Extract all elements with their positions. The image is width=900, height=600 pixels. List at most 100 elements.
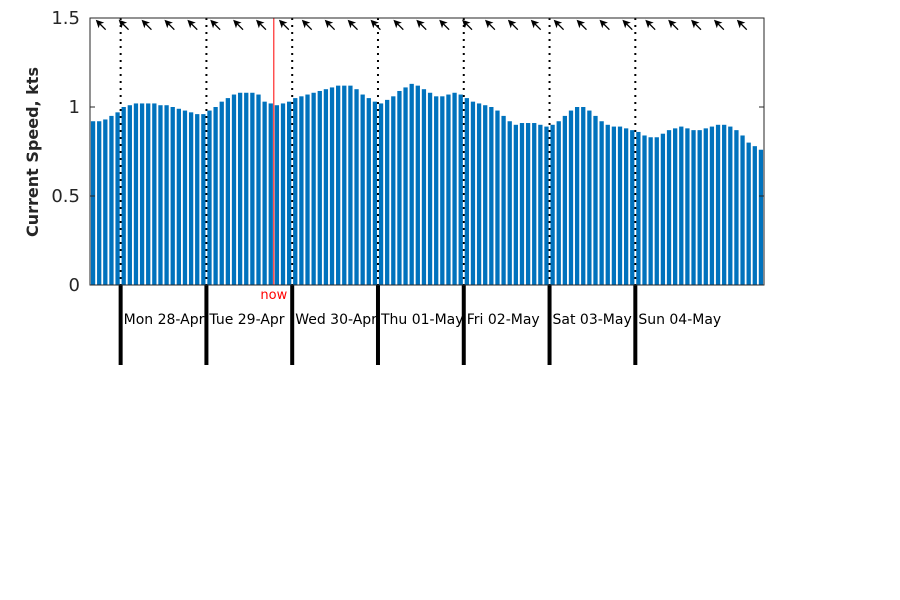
bar (317, 90, 322, 285)
direction-arrow-icon (599, 19, 610, 31)
direction-arrow-icon (439, 19, 450, 31)
direction-arrow-icon (370, 19, 381, 31)
bar (562, 115, 568, 286)
bar (280, 103, 286, 285)
direction-arrow-icon (141, 19, 152, 31)
bar (532, 123, 537, 286)
bar (440, 96, 445, 285)
direction-arrow-icon (668, 19, 679, 31)
bar (158, 105, 163, 285)
bar (170, 107, 175, 285)
day-label: Thu 01-May (380, 312, 464, 328)
bar (648, 137, 653, 285)
direction-arrow-icon (278, 19, 290, 31)
bar (237, 92, 243, 285)
bar (679, 126, 684, 285)
bar (103, 119, 108, 286)
bar (691, 130, 696, 285)
bar (329, 87, 335, 285)
bar (366, 98, 371, 285)
direction-arrow-icon (324, 19, 336, 31)
bar (360, 94, 365, 285)
bar (207, 110, 212, 285)
bar (654, 137, 659, 285)
bar (336, 85, 341, 285)
direction-arrow-icon (301, 19, 313, 31)
y-tick-label: 0.5 (51, 186, 80, 207)
bar (274, 105, 280, 285)
direction-arrow-icon (622, 19, 633, 31)
direction-arrow-icon (118, 19, 130, 31)
bar (715, 124, 721, 285)
bar (740, 135, 745, 285)
bar (115, 112, 120, 285)
bar (697, 130, 702, 285)
bar (188, 112, 194, 285)
bar (403, 87, 408, 285)
bar (348, 85, 353, 285)
bar (568, 110, 574, 285)
bar (372, 101, 378, 285)
bar (666, 130, 672, 285)
bar (385, 99, 390, 285)
bar (201, 114, 206, 286)
direction-arrow-icon (256, 19, 267, 31)
bar (728, 126, 733, 285)
bar (176, 108, 181, 285)
bar (660, 133, 666, 285)
bar (268, 103, 273, 285)
bar (630, 130, 635, 285)
direction-arrow-icon (553, 19, 565, 31)
bar (391, 96, 396, 285)
bar (599, 121, 604, 286)
bar (476, 103, 482, 285)
bar (250, 92, 255, 285)
direction-arrow-icon (462, 19, 473, 31)
y-axis-label: Current Speed, kts (23, 67, 42, 237)
bar (593, 115, 598, 286)
bar (225, 98, 231, 285)
direction-arrow-icon (530, 19, 542, 31)
now-label: now (260, 288, 287, 303)
bar (544, 126, 549, 285)
bar (446, 94, 451, 285)
bar (489, 107, 494, 285)
bar (415, 85, 420, 285)
bar (685, 128, 690, 285)
bars-layer (90, 83, 764, 286)
bar (195, 114, 200, 286)
bar (525, 123, 531, 286)
bar (421, 89, 427, 285)
bar (611, 126, 617, 285)
bar (550, 124, 555, 285)
bar (427, 92, 433, 285)
bar (587, 110, 592, 285)
bar (397, 90, 402, 285)
day-label: Sun 04-May (638, 312, 721, 328)
bar (127, 105, 132, 285)
direction-arrow-icon (95, 19, 107, 31)
bar (709, 126, 715, 285)
bar (213, 107, 218, 285)
bar (617, 126, 623, 285)
bar (495, 110, 500, 285)
bar (409, 83, 414, 285)
direction-arrow-icon (507, 19, 519, 31)
bar (470, 101, 476, 285)
day-label: Mon 28-Apr (124, 312, 205, 328)
direction-arrow-icon (416, 19, 427, 31)
day-divider-lines (118, 18, 638, 365)
direction-arrow-icon (484, 19, 496, 31)
bar (286, 101, 292, 285)
bar (507, 121, 512, 286)
day-label: Tue 29-Apr (208, 312, 284, 328)
bar (244, 92, 249, 285)
bar (642, 135, 647, 285)
bar (231, 94, 237, 285)
bar (139, 103, 145, 285)
bar (501, 115, 506, 286)
bar (90, 121, 96, 286)
direction-arrow-icon (187, 19, 198, 31)
bar (97, 121, 102, 286)
direction-arrow-icon (233, 19, 244, 31)
